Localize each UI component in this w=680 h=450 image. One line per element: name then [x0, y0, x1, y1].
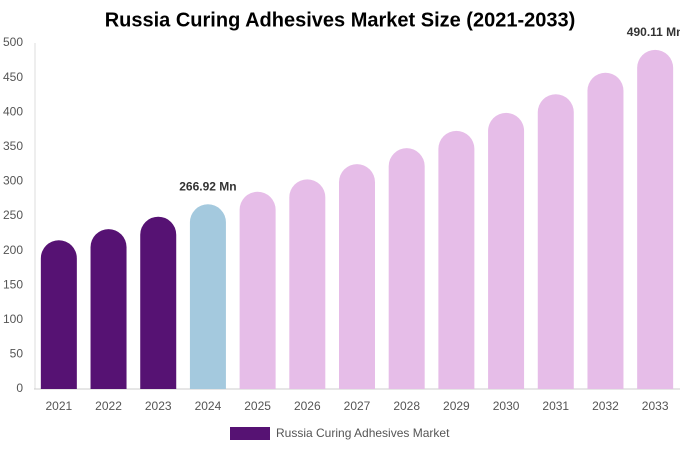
y-tick-label: 0: [16, 381, 23, 395]
y-tick-label: 300: [3, 174, 23, 188]
x-tick-label: 2030: [493, 399, 520, 413]
y-tick-label: 100: [3, 312, 23, 326]
bar: [90, 229, 127, 389]
x-tick-label: 2026: [294, 399, 321, 413]
bar: [239, 191, 276, 389]
y-tick-label: 250: [3, 208, 23, 222]
legend-swatch: [230, 427, 270, 440]
y-tick-label: 400: [3, 104, 23, 118]
bar: [488, 112, 525, 389]
y-tick-label: 150: [3, 277, 23, 291]
x-tick-label: 2028: [393, 399, 420, 413]
x-tick-label: 2032: [592, 399, 619, 413]
data-label: 490.11 Mn: [627, 25, 680, 39]
x-tick-label: 2027: [344, 399, 371, 413]
y-tick-label: 350: [3, 139, 23, 153]
legend-label: Russia Curing Adhesives Market: [276, 426, 450, 440]
chart-title: Russia Curing Adhesives Market Size (202…: [105, 9, 576, 31]
bar: [587, 72, 624, 390]
x-tick-label: 2029: [443, 399, 470, 413]
data-label: 266.92 Mn: [179, 179, 236, 193]
y-tick-label: 200: [3, 243, 23, 257]
bar: [339, 164, 375, 389]
bar: [537, 94, 574, 389]
x-tick-label: 2023: [145, 399, 172, 413]
x-tick-label: 2033: [642, 399, 669, 413]
y-tick-label: 50: [10, 347, 24, 361]
x-tick-label: 2024: [195, 399, 222, 413]
x-tick-label: 2025: [244, 399, 271, 413]
bar: [189, 204, 226, 389]
bar: [289, 179, 326, 389]
bar: [140, 216, 177, 389]
x-tick-label: 2021: [45, 399, 72, 413]
x-tick-label: 2031: [542, 399, 569, 413]
x-tick-label: 2022: [95, 399, 122, 413]
y-tick-label: 450: [3, 70, 23, 84]
bar: [40, 240, 77, 389]
bar: [438, 130, 475, 389]
bar: [637, 49, 674, 390]
y-tick-label: 500: [3, 35, 23, 49]
bar: [388, 148, 425, 389]
